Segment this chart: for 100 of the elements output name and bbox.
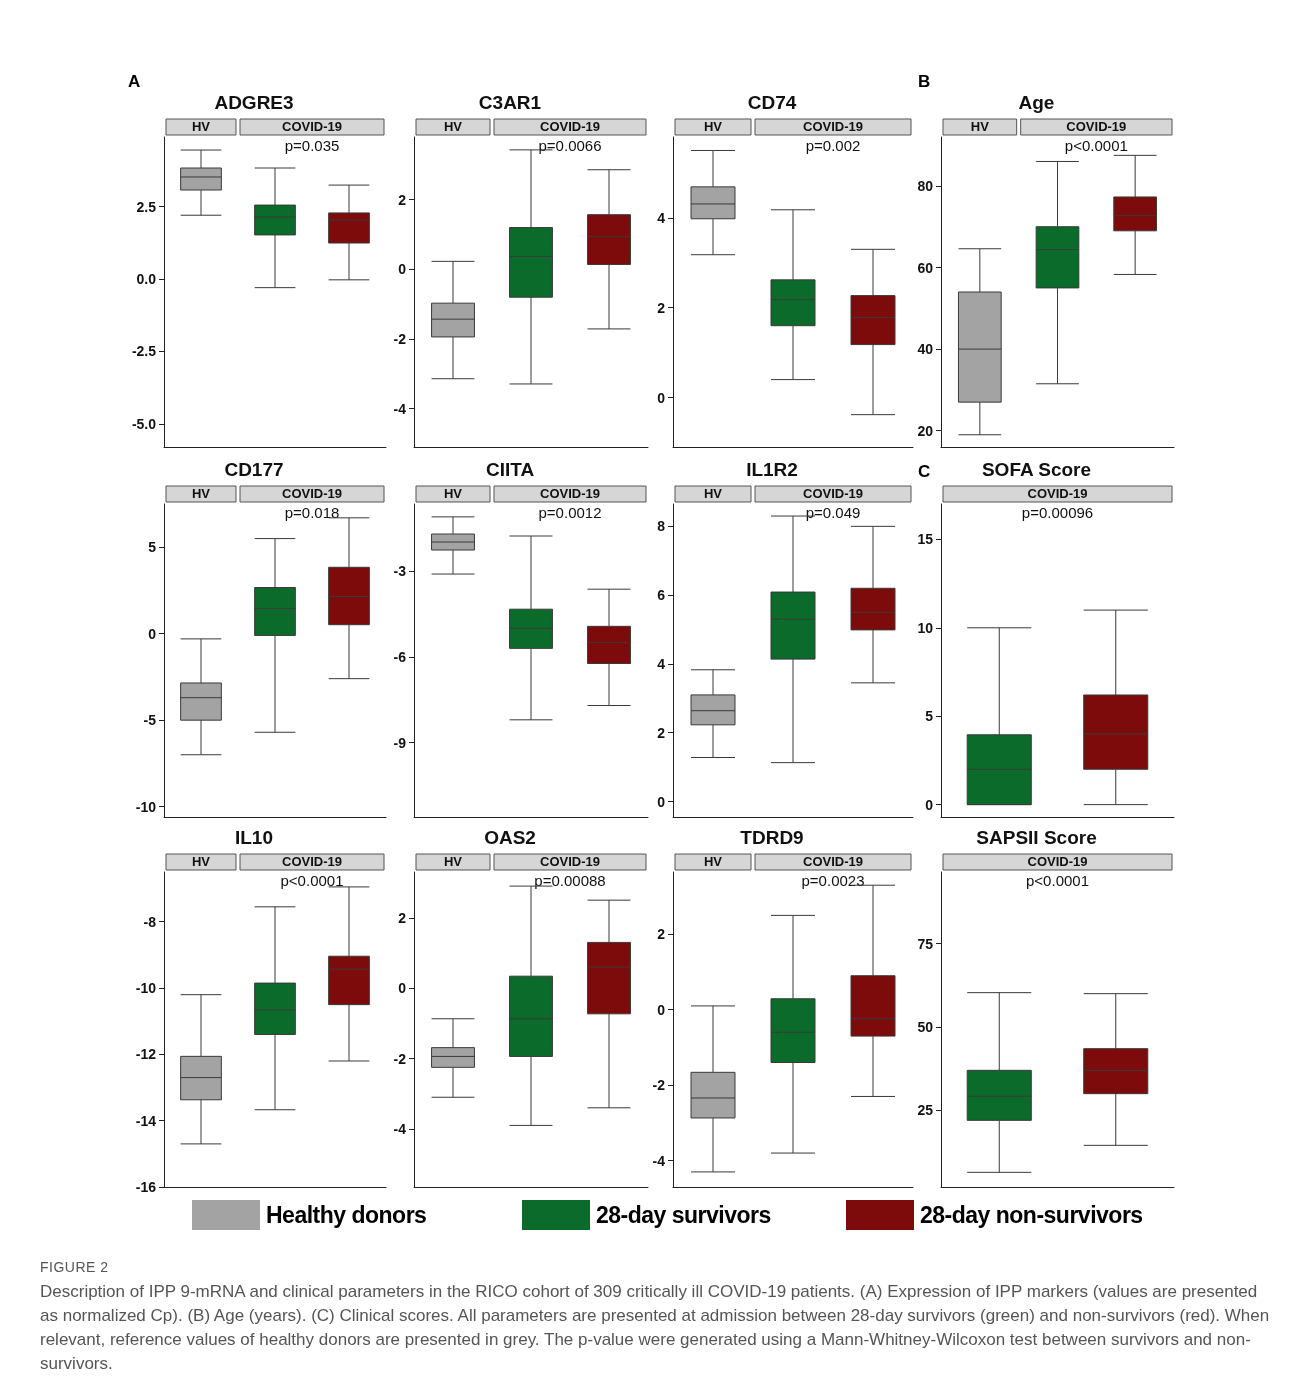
legend-label: Healthy donors [266,1201,427,1229]
y-tick-label: 0 [398,980,407,997]
y-tick-label: 40 [917,341,934,358]
y-tick-label: 8 [657,518,666,535]
y-tick-label: 2 [657,926,666,943]
chart-title: CD74 [747,92,797,113]
y-tick-label: -8 [143,913,157,930]
y-tick-label: 2.5 [136,198,157,215]
text: Description of IPP 9-mRNA and clinical parameters in the RICO cohort of 309 critically ill COVID-19 patients. (A) Expression of IPP markers (values are presented as normalized Cp). (B) Age (years). (C) Clinical scores. All parameters are presented at admission between 28-day survivors (green) and non-survivors (red). When relevant, reference values of healthy donors are presented in grey. The p-value were generated using a Mann-Whitney-Wilcoxon test between survivors and non-survivors. [40,1281,1270,1375]
y-tick-label: 60 [917,259,934,276]
y-tick-label: -14 [135,1112,157,1129]
y-tick-label: 15 [917,531,934,548]
text: COVID-19 [803,854,863,869]
text: COVID-19 [1066,119,1127,134]
text: COVID-19 [282,119,342,134]
text: COVID-19 [540,486,600,501]
text: HV [703,486,723,501]
chart-title: IL10 [234,827,274,848]
text: COVID-19 [282,486,342,501]
y-tick-label: -3 [393,563,407,580]
chart-title: CD177 [224,459,284,480]
chart-title: SAPSII Score [976,827,1097,848]
y-tick-label: -2 [393,1050,407,1067]
y-tick-label: -4 [393,1120,407,1137]
text: HV [191,119,211,134]
y-tick-label: -12 [135,1046,157,1063]
y-tick-label: 0 [657,389,666,406]
text: HV [443,854,463,869]
y-tick-label: 6 [657,587,666,604]
y-tick-label: 5 [925,708,934,725]
chart-subtitle: p<0.0001 [1064,137,1128,154]
y-tick-label: 4 [657,209,666,226]
y-tick-label: 0 [657,1001,666,1018]
y-tick-label: 50 [917,1019,934,1035]
legend-label: 28-day survivors [596,1201,771,1229]
y-tick-label: -5.0 [131,415,157,432]
chart-title: TDRD9 [740,827,804,848]
text: COVID-19 [1027,486,1088,501]
chart-subtitle: p=0.035 [284,137,340,154]
y-tick-label: 80 [917,177,934,194]
chart-title: OAS2 [484,827,536,848]
chart-subtitle: p<0.0001 [280,872,344,889]
chart-title: IL1R2 [746,459,798,480]
legend-label: 28-day non-survivors [920,1201,1143,1229]
text: COVID-19 [540,854,600,869]
text: COVID-19 [803,119,863,134]
chart-title: Age [1018,92,1055,113]
y-tick-label: -10 [135,980,157,997]
text: B [918,72,931,92]
chart-subtitle: p=0.0066 [538,137,602,154]
text: COVID-19 [1027,854,1088,869]
y-tick-label: -4 [393,400,407,417]
y-tick-label: -2 [393,331,407,348]
chart-title: ADGRE3 [214,92,294,113]
chart-subtitle: p=0.0023 [801,872,865,889]
chart-subtitle: p=0.002 [805,137,861,154]
y-tick-label: -5 [143,712,157,729]
chart-subtitle: p<0.0001 [1026,872,1089,889]
y-tick-label: 25 [917,1102,934,1119]
y-tick-label: -16 [135,1179,157,1195]
chart-subtitle: p=0.00096 [1021,504,1094,521]
text: COVID-19 [803,486,863,501]
text: A [128,72,141,92]
y-tick-label: 10 [917,619,934,636]
y-tick-label: 75 [917,935,934,952]
y-tick-label: 2 [657,299,666,316]
y-tick-label: 0 [657,793,666,810]
text: COVID-19 [282,854,342,869]
y-tick-label: 4 [657,655,666,672]
y-tick-label: 0 [398,261,407,278]
y-tick-label: -2.5 [131,343,157,360]
text: HV [443,486,463,501]
chart-title: SOFA Score [981,459,1092,480]
y-tick-label: 2 [398,191,407,208]
text: HV [191,854,211,869]
y-tick-label: 2 [398,909,407,926]
text: HV [191,486,211,501]
y-tick-label: 20 [917,422,934,439]
text: COVID-19 [540,119,600,134]
y-tick-label: 0 [925,796,934,813]
y-tick-label: 0.0 [136,270,157,287]
y-tick-label: -6 [393,648,407,665]
y-tick-label: 2 [657,724,666,741]
text: HV [703,854,723,869]
caption: FIGURE 2 [40,1259,109,1275]
y-tick-label: 0 [148,625,157,642]
y-tick-label: -10 [135,798,157,815]
chart-subtitle: p=0.0012 [538,504,602,521]
text: HV [970,119,990,134]
text: HV [703,119,723,134]
y-tick-label: -9 [393,734,407,751]
chart-title: C3AR1 [478,92,542,113]
y-tick-label: -4 [652,1152,666,1169]
chart-subtitle: p=0.018 [284,504,340,521]
text: HV [443,119,463,134]
chart-title: CIITA [485,459,535,480]
y-tick-label: 5 [148,539,157,556]
text: C [918,462,931,482]
y-tick-label: -2 [652,1077,666,1094]
chart-subtitle: p=0.00088 [534,872,606,889]
